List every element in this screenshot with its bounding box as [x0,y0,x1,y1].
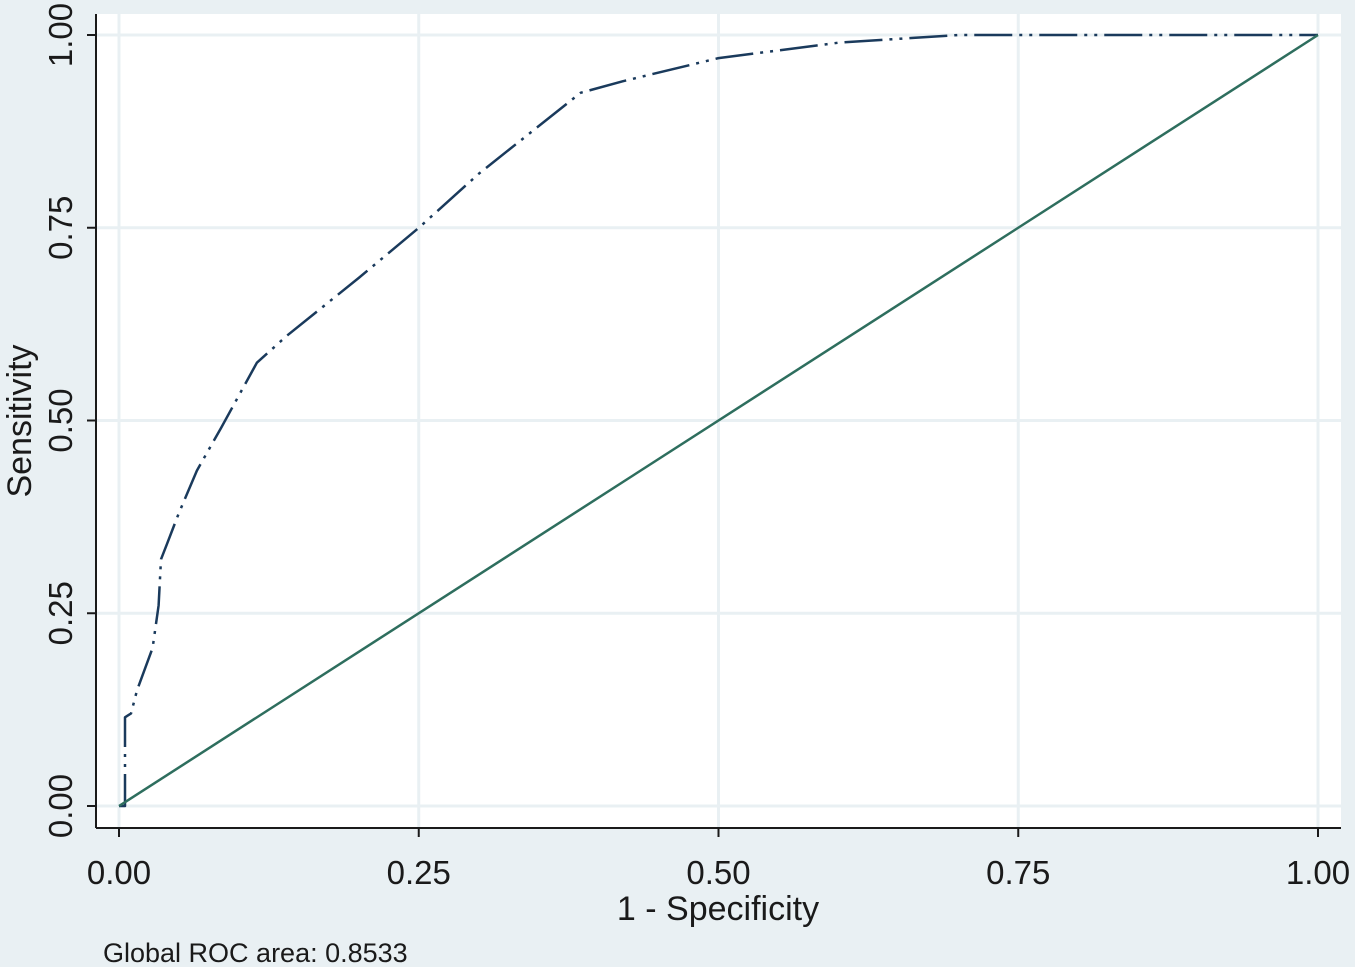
reference-line [118,33,1319,808]
y-tick-label: 0.25 [42,581,79,645]
x-ticks: 0.00 0.25 0.50 0.75 1.00 [87,828,1350,891]
y-ticks: 0.00 0.25 0.50 0.75 1.00 [42,3,96,838]
y-tick-label: 0.00 [42,774,79,838]
y-tick-label: 0.50 [42,388,79,452]
roc-curve [119,33,1318,808]
roc-area-note: Global ROC area: 0.8533 [103,938,408,967]
y-tick-label: 0.75 [42,196,79,260]
x-tick-label: 0.00 [87,854,151,891]
x-tick-label: 1.00 [1286,854,1350,891]
y-axis-title: Sensitivity [1,344,39,497]
x-axis-title: 1 - Specificity [617,890,819,928]
y-tick-label: 1.00 [42,3,79,67]
x-tick-label: 0.50 [686,854,750,891]
x-tick-label: 0.75 [986,854,1050,891]
series-layer [118,33,1319,808]
x-tick-label: 0.25 [387,854,451,891]
